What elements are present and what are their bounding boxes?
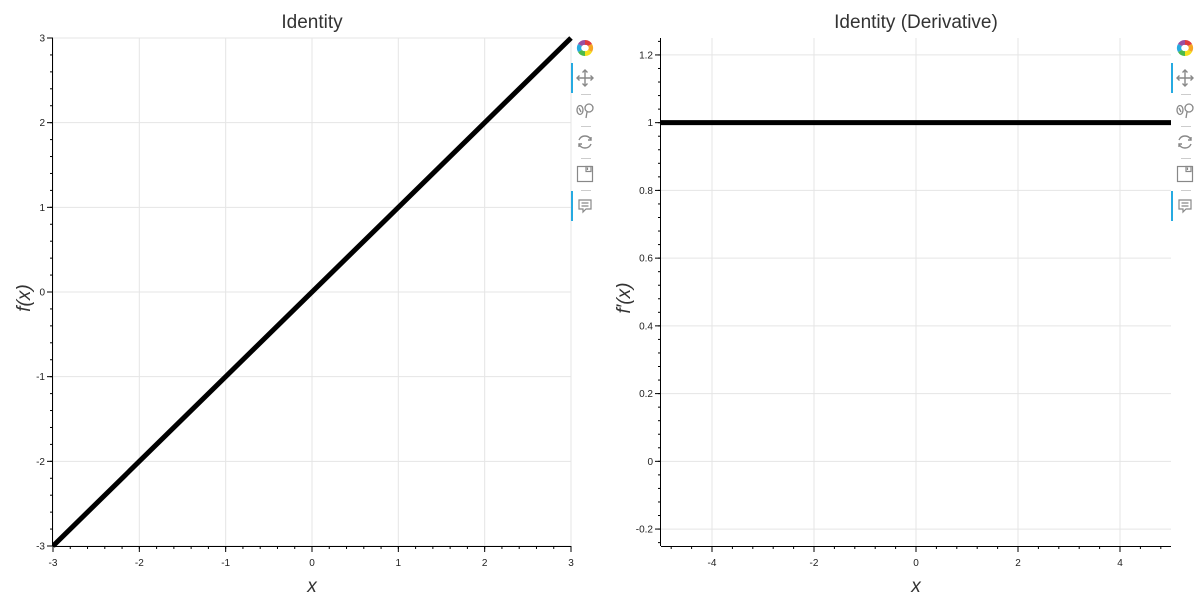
reset-tool-icon[interactable]: [1171, 130, 1197, 154]
x-tick-label: 2: [482, 558, 488, 569]
chart-title: Identity: [281, 12, 343, 33]
identity-derivative-plot: -4 -2 0 2 4 -0.2 0 0.2 0.4 0.6 0.8 1 1.2 Identity (De…: [614, 12, 1171, 597]
plot-toolbar: [1171, 36, 1197, 226]
y-axis-label: f′(x): [614, 283, 635, 314]
x-tick-label: 0: [913, 558, 919, 569]
x-tick-label: 3: [568, 558, 574, 569]
x-tick-label: 4: [1117, 558, 1123, 569]
save-tool-icon[interactable]: [571, 162, 597, 186]
y-tick-label: 1: [39, 203, 45, 214]
y-tick-label: 3: [39, 34, 45, 45]
x-tick-label: 2: [1015, 558, 1021, 569]
y-tick-label: 0.6: [639, 254, 653, 265]
pan-tool-icon[interactable]: [571, 63, 597, 93]
y-tick-label: 1: [647, 118, 653, 129]
y-tick-label: 0: [647, 457, 653, 468]
identity-plot: -3 -2 -1 0 1 2 3 -3 -2 -1 0 1 2 3 Identity x f(x): [14, 12, 574, 597]
x-tick-label: -2: [810, 558, 819, 569]
y-tick-label: -0.2: [636, 525, 654, 536]
chart-panel-identity: -3 -2 -1 0 1 2 3 -3 -2 -1 0 1 2 3 Identity x f(x): [14, 12, 597, 597]
wheel-zoom-tool-icon[interactable]: [1171, 98, 1197, 122]
y-tick-label: 0.8: [639, 186, 653, 197]
y-tick-label: 1.2: [639, 50, 653, 61]
bokeh-logo-icon[interactable]: [1171, 36, 1197, 60]
y-tick-label: -1: [36, 372, 45, 383]
x-tick-label: -2: [135, 558, 144, 569]
x-axis-label: x: [910, 576, 922, 597]
hover-tool-icon[interactable]: [1171, 191, 1197, 221]
x-tick-label: -3: [49, 558, 58, 569]
series-line: [53, 36, 573, 548]
reset-tool-icon[interactable]: [571, 130, 597, 154]
y-tick-label: 0.2: [639, 389, 653, 400]
bokeh-logo-icon[interactable]: [571, 36, 597, 60]
grid: [661, 38, 1171, 546]
y-axis-label: f(x): [14, 284, 35, 311]
x-axis-label: x: [306, 576, 318, 597]
y-tick-label: -3: [36, 542, 45, 553]
hover-tool-icon[interactable]: [571, 191, 597, 221]
chart-panel-identity-derivative: -4 -2 0 2 4 -0.2 0 0.2 0.4 0.6 0.8 1 1.2 Identity (De…: [600, 0, 1200, 600]
y-tick-label: 0.4: [639, 321, 653, 332]
pan-tool-icon[interactable]: [1171, 63, 1197, 93]
x-tick-label: -4: [708, 558, 717, 569]
y-tick-label: -2: [36, 457, 45, 468]
x-tick-label: -1: [221, 558, 230, 569]
y-tick-label: 0: [39, 288, 45, 299]
x-tick-label: 0: [309, 558, 315, 569]
wheel-zoom-tool-icon[interactable]: [571, 98, 597, 122]
x-tick-label: 1: [396, 558, 402, 569]
plot-toolbar: [571, 36, 597, 226]
chart-title: Identity (Derivative): [834, 12, 998, 33]
y-tick-label: 2: [39, 118, 45, 129]
save-tool-icon[interactable]: [1171, 162, 1197, 186]
